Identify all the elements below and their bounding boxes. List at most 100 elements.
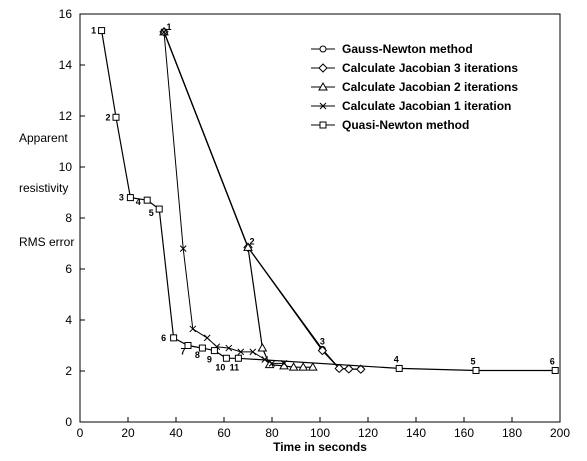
data-point	[143, 196, 151, 204]
series-group	[159, 27, 366, 374]
data-point	[160, 28, 168, 36]
x-tick-label: 180	[502, 426, 522, 440]
y-axis-title-line: RMS error	[19, 235, 74, 249]
legend-marker	[319, 45, 327, 53]
data-point	[98, 27, 106, 35]
x-axis-title: Time in seconds	[273, 440, 367, 454]
data-point	[222, 354, 230, 362]
series-line	[163, 31, 313, 368]
legend-marker	[319, 102, 327, 110]
series-line	[163, 31, 361, 370]
point-label: 5	[149, 208, 154, 218]
data-point	[288, 362, 299, 371]
data-point	[317, 345, 328, 356]
y-axis-title-line: Apparent	[19, 131, 68, 145]
data-point	[551, 366, 559, 374]
legend-label: Calculate Jacobian 2 iterations	[342, 80, 518, 94]
point-label: 10	[215, 362, 225, 372]
y-tick-label: 12	[59, 109, 73, 123]
x-tick-label: 60	[217, 426, 231, 440]
point-label: 2	[249, 236, 254, 246]
data-point	[170, 334, 178, 342]
x-tick-label: 40	[169, 426, 183, 440]
legend-entry: Gauss-Newton method	[311, 42, 473, 56]
x-tick-label: 160	[454, 426, 474, 440]
point-label: 6	[550, 356, 555, 366]
x-tick-label: 120	[358, 426, 378, 440]
x-tick-label: 140	[406, 426, 426, 440]
x-tick-label: 200	[550, 426, 570, 440]
data-point	[334, 363, 344, 374]
point-label: 3	[320, 336, 325, 346]
point-label: 9	[207, 355, 212, 365]
x-tick-label: 80	[265, 426, 279, 440]
point-label: 11	[230, 362, 240, 372]
y-tick-label: 2	[65, 364, 72, 378]
legend-entry: Calculate Jacobian 3 iterations	[311, 61, 518, 75]
legend-entry: Quasi-Newton method	[311, 118, 469, 132]
data-point	[155, 205, 163, 213]
point-label: 6	[161, 333, 166, 343]
data-point	[257, 343, 268, 352]
data-point	[179, 245, 187, 252]
data-point	[203, 334, 211, 342]
y-tick-label: 0	[65, 415, 72, 429]
legend-marker	[318, 81, 328, 91]
data-point	[298, 362, 309, 371]
y-tick-label: 10	[59, 160, 73, 174]
data-point	[237, 348, 245, 356]
data-point	[198, 344, 206, 352]
data-point	[189, 325, 197, 333]
data-point	[395, 364, 403, 372]
legend: Gauss-Newton method Calculate Jacobian 3 …	[311, 42, 518, 132]
data-point	[234, 354, 242, 362]
data-point	[268, 359, 276, 367]
data-point	[225, 344, 233, 352]
legend-entry: Calculate Jacobian 1 iteration	[311, 99, 511, 113]
x-tick-label: 20	[121, 426, 135, 440]
data-point	[472, 366, 480, 374]
series-group	[98, 27, 559, 374]
legend-label: Calculate Jacobian 1 iteration	[342, 99, 511, 113]
data-point	[184, 342, 192, 349]
series-group	[160, 28, 288, 367]
data-point	[249, 348, 257, 356]
data-point	[307, 362, 318, 371]
legend-label: Gauss-Newton method	[342, 42, 473, 56]
y-tick-label: 8	[65, 211, 72, 225]
legend-marker	[319, 121, 327, 129]
point-label: 1	[166, 22, 171, 32]
y-tick-label: 4	[65, 313, 72, 327]
legend-entry: Calculate Jacobian 2 iterations	[311, 80, 518, 94]
legend-marker	[318, 63, 328, 73]
legend-label: Quasi-Newton method	[342, 118, 469, 132]
point-label: 3	[119, 193, 124, 203]
y-tick-label: 14	[59, 58, 73, 72]
point-label: 1	[91, 26, 96, 36]
series-line	[163, 31, 361, 370]
series-layer	[98, 26, 559, 374]
point-label: 2	[105, 112, 110, 122]
data-point	[210, 347, 218, 355]
point-label: 8	[195, 350, 200, 360]
series-line	[163, 31, 284, 364]
series-group	[159, 26, 318, 371]
point-label: 7	[180, 347, 185, 357]
x-tick-label: 0	[77, 426, 84, 440]
point-label: 5	[470, 356, 475, 366]
legend-label: Calculate Jacobian 3 iterations	[342, 61, 518, 75]
data-point	[243, 242, 253, 251]
axes: 0 20 40 60 80 100 120 140 160 180 2000246810121416…	[19, 7, 570, 454]
data-point	[126, 194, 134, 202]
y-tick-label: 16	[59, 7, 73, 21]
point-label: 4	[136, 197, 141, 207]
x-tick-label: 100	[310, 426, 330, 440]
y-tick-label: 6	[65, 262, 72, 276]
point-label: 4	[394, 354, 399, 364]
y-axis-title-line: resistivity	[19, 181, 68, 195]
data-point	[344, 364, 354, 374]
data-point	[356, 364, 366, 374]
